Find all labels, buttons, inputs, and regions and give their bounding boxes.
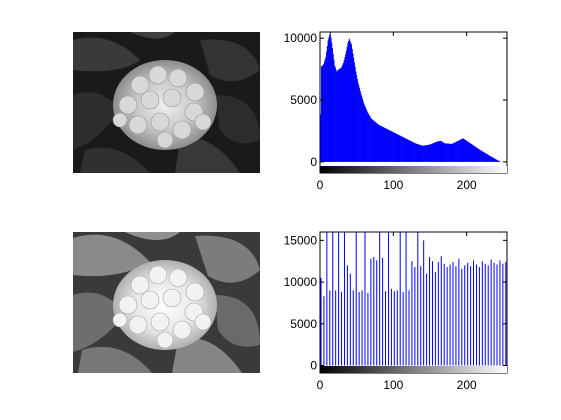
equalized-histogram-plot-area bbox=[319, 231, 508, 374]
equalized-histogram: 0 5000 10000 15000 0 100 200 bbox=[284, 231, 508, 392]
original-histogram-ticks: 0 5000 10000 0 100 200 bbox=[284, 31, 507, 192]
x-tick-label: 200 bbox=[457, 378, 477, 392]
x-tick-label: 0 bbox=[317, 378, 324, 392]
y-tick-label: 5000 bbox=[290, 317, 317, 331]
original-histogram: 0 5000 10000 0 100 200 bbox=[284, 31, 508, 192]
original-flower-image bbox=[73, 32, 260, 173]
original-histogram-bars bbox=[320, 32, 501, 162]
equalized-histogram-bars bbox=[320, 232, 507, 366]
equalized-histogram-ticks: 0 5000 10000 15000 0 100 200 bbox=[284, 232, 507, 392]
y-tick-label: 5000 bbox=[290, 93, 317, 107]
equalized-histogram-colorbar bbox=[320, 366, 507, 373]
x-tick-label: 100 bbox=[383, 178, 403, 192]
y-tick-label: 10000 bbox=[284, 275, 318, 289]
y-tick-label: 10000 bbox=[284, 31, 318, 45]
x-tick-label: 200 bbox=[457, 178, 477, 192]
x-tick-label: 0 bbox=[317, 178, 324, 192]
y-tick-label: 15000 bbox=[284, 233, 318, 247]
y-tick-label: 0 bbox=[310, 358, 317, 372]
y-tick-label: 0 bbox=[310, 155, 317, 169]
original-histogram-colorbar bbox=[320, 166, 507, 173]
x-tick-label: 100 bbox=[383, 378, 403, 392]
equalized-flower-image bbox=[73, 232, 260, 373]
